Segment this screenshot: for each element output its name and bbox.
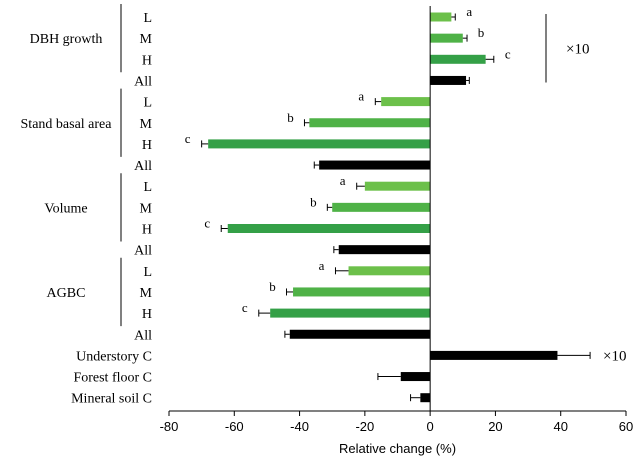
x-tick-label-3: -20 [355, 419, 374, 434]
x-tick-label-5: 20 [488, 419, 502, 434]
row-label-11: All [134, 244, 152, 259]
x-tick-label-4: 0 [427, 419, 434, 434]
bar-5 [309, 118, 431, 128]
bar-8 [364, 181, 431, 191]
row-label-17: Forest floor C [73, 371, 152, 386]
bar-3 [430, 75, 467, 85]
significance-letter-0: a [466, 4, 472, 19]
bar-18 [420, 393, 431, 403]
row-label-15: All [134, 328, 152, 343]
row-label-2: H [142, 53, 152, 68]
group-labels: DBH growth Stand basal area Volume AGBC [21, 4, 122, 327]
bar-0 [430, 12, 452, 22]
row-label-1: M [140, 32, 153, 47]
group-label-0: DBH growth [30, 32, 103, 47]
x-tick-label-1: -60 [225, 419, 244, 434]
bar-6 [208, 139, 431, 149]
x-tick-label-6: 40 [553, 419, 567, 434]
bar-15 [289, 329, 431, 339]
bar-10 [227, 224, 431, 233]
x-axis-title: Relative change (%) [339, 441, 456, 456]
annotation-label-1: ×10 [603, 348, 626, 364]
row-label-7: All [134, 159, 152, 174]
significance-letter-5: b [287, 110, 294, 125]
row-label-5: M [140, 117, 153, 132]
x-tick-label-2: -40 [290, 419, 309, 434]
row-label-14: H [142, 307, 152, 322]
row-label-0: L [143, 11, 152, 26]
row-label-9: M [140, 201, 153, 216]
significance-letter-14: c [242, 300, 248, 315]
significance-letter-9: b [310, 194, 317, 209]
bar-4 [381, 97, 431, 107]
x-axis: Relative change (%) -80 -60 -40 -20 0 20 40 60 [160, 6, 633, 456]
annotation-label-0: ×10 [566, 42, 589, 58]
row-label-16: Understory C [76, 349, 152, 364]
bar-16 [430, 350, 558, 360]
bar-9 [332, 202, 431, 212]
row-label-10: H [142, 223, 152, 238]
significance-letter-8: a [340, 173, 346, 188]
significance-letter-1: b [478, 25, 485, 40]
significance-letter-12: a [319, 258, 325, 273]
annotations: ×10 ×10 [545, 14, 626, 364]
significance-letter-13: b [269, 279, 276, 294]
row-label-6: H [142, 138, 152, 153]
row-label-3: All [134, 74, 152, 89]
row-label-8: L [143, 180, 152, 195]
significance-letter-6: c [185, 131, 191, 146]
group-label-2: Volume [44, 201, 87, 216]
significance-letter-10: c [204, 216, 210, 231]
significance-letter-2: c [505, 46, 511, 61]
row-label-18: Mineral soil C [71, 392, 152, 407]
bar-12 [348, 266, 431, 276]
group-label-1: Stand basal area [21, 117, 113, 132]
significance-letter-4: a [358, 89, 364, 104]
bar-1 [430, 33, 463, 43]
bar-11 [338, 245, 431, 255]
x-tick-label-7: 60 [619, 419, 633, 434]
bar-17 [400, 372, 431, 382]
bar-14 [270, 308, 431, 318]
x-tick-label-0: -80 [160, 419, 179, 434]
bar-13 [293, 287, 431, 297]
group-label-3: AGBC [47, 286, 86, 301]
row-label-12: L [143, 265, 152, 280]
row-label-13: M [140, 286, 153, 301]
bar-2 [430, 54, 486, 64]
row-label-4: L [143, 96, 152, 111]
bar-7 [319, 160, 431, 170]
